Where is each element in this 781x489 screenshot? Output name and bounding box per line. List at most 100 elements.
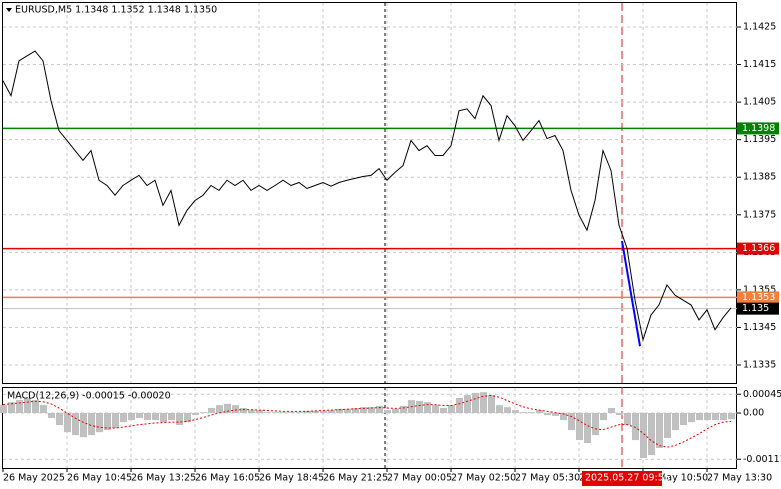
- macd-bar: [576, 413, 583, 441]
- x-tick-label: 27 May 00:05: [387, 473, 452, 484]
- y-tick-label: 1.1335: [743, 359, 776, 370]
- y-tick-label: 1.1415: [743, 59, 776, 70]
- macd-bar: [48, 413, 55, 418]
- price-label: 1.1366: [742, 243, 775, 254]
- macd-bar: [88, 413, 95, 436]
- macd-bar: [488, 395, 495, 413]
- macd-bar: [608, 408, 615, 413]
- macd-bar: [208, 408, 215, 413]
- macd-bar: [96, 413, 103, 433]
- macd-bar: [264, 412, 271, 413]
- macd-bar: [56, 413, 63, 426]
- y-tick-label: 0.00: [743, 408, 764, 419]
- macd-bar: [240, 408, 247, 413]
- macd-bar: [400, 405, 407, 413]
- macd-bar: [384, 410, 391, 413]
- price-label-box: [737, 122, 779, 135]
- macd-bar: [496, 405, 503, 413]
- x-tick-label: 26 May 2025: [3, 473, 65, 484]
- macd-bar: [160, 413, 167, 423]
- macd-bar: [232, 405, 239, 413]
- macd-bar: [680, 413, 687, 426]
- macd-bar: [376, 405, 383, 413]
- macd-bar: [688, 413, 695, 423]
- x-tick-label: 27 May 10:50: [643, 473, 708, 484]
- macd-bar: [704, 413, 711, 421]
- y-tick-label: 1.1375: [743, 209, 776, 220]
- cursor-label-box: [582, 471, 662, 486]
- y-tick-label: 1.1395: [743, 134, 776, 145]
- macd-bar: [120, 413, 127, 423]
- macd-bar: [456, 398, 463, 413]
- macd-bar: [440, 408, 447, 413]
- macd-bar: [200, 412, 207, 413]
- macd-bar: [16, 400, 23, 413]
- trend-line: [621, 240, 641, 347]
- macd-bar: [312, 410, 319, 413]
- macd-bar: [352, 408, 359, 413]
- macd-bar: [616, 413, 623, 416]
- x-tick-label: 26 May 10:45: [67, 473, 132, 484]
- macd-bar: [520, 412, 527, 413]
- macd-bar: [696, 413, 703, 421]
- price-panel: [2, 2, 737, 384]
- macd-bar: [544, 413, 551, 416]
- macd-bar: [288, 412, 295, 413]
- macd-bar: [448, 405, 455, 413]
- macd-bar: [720, 413, 727, 421]
- macd-bar: [336, 408, 343, 413]
- macd-bar: [224, 403, 231, 413]
- macd-bar: [280, 412, 287, 413]
- x-tick-label: 26 May 13:25: [131, 473, 196, 484]
- macd-bar: [584, 413, 591, 443]
- macd-title: MACD(12,26,9) -0.00015 -0.00020: [7, 391, 171, 402]
- macd-bar: [152, 413, 159, 421]
- menu-arrow: [6, 8, 12, 12]
- x-tick-label: 26 May 21:25: [323, 473, 388, 484]
- macd-bar: [416, 400, 423, 413]
- macd-bar: [112, 413, 119, 428]
- macd-bar: [248, 410, 255, 413]
- x-tick-label: 26 May 18:45: [259, 473, 324, 484]
- y-tick-label: 1.1345: [743, 322, 776, 333]
- macd-bar: [424, 402, 431, 413]
- macd-bar: [712, 413, 719, 421]
- macd-bar: [72, 413, 79, 436]
- x-tick-label: 27 May 02:50: [451, 473, 516, 484]
- macd-bar: [392, 408, 399, 413]
- macd-bar: [640, 413, 647, 458]
- macd-bar: [176, 413, 183, 426]
- macd-bar: [536, 410, 543, 413]
- macd-bar: [128, 413, 135, 421]
- macd-bar: [728, 413, 735, 420]
- macd-bar: [568, 413, 575, 431]
- price-label-box: [737, 242, 779, 255]
- macd-bar: [296, 412, 303, 413]
- macd-bar: [656, 413, 663, 448]
- macd-bar: [552, 413, 559, 416]
- macd-bar: [320, 410, 327, 413]
- y-tick-label: 1.1355: [743, 284, 776, 295]
- macd-bar: [80, 413, 87, 438]
- plot-layer: 1.13351.13451.13551.13651.13751.13851.13…: [0, 3, 781, 472]
- macd-bar: [328, 410, 335, 413]
- macd-bar: [144, 413, 151, 421]
- macd-bar: [40, 405, 47, 413]
- macd-panel: [2, 387, 737, 469]
- price-label-box: [737, 291, 779, 304]
- y-tick-label: 1.1425: [743, 22, 776, 33]
- macd-bar: [216, 405, 223, 413]
- macd-bar: [560, 413, 567, 421]
- x-tick-label: 27 May 05:30: [515, 473, 580, 484]
- macd-bar: [168, 413, 175, 421]
- price-label-box: [737, 302, 779, 315]
- price-label: 1.1398: [742, 123, 775, 134]
- macd-bar: [32, 400, 39, 413]
- macd-bar: [632, 413, 639, 441]
- macd-bar: [464, 395, 471, 413]
- macd-bar: [672, 413, 679, 431]
- macd-bar: [360, 407, 367, 413]
- macd-bar: [136, 413, 143, 418]
